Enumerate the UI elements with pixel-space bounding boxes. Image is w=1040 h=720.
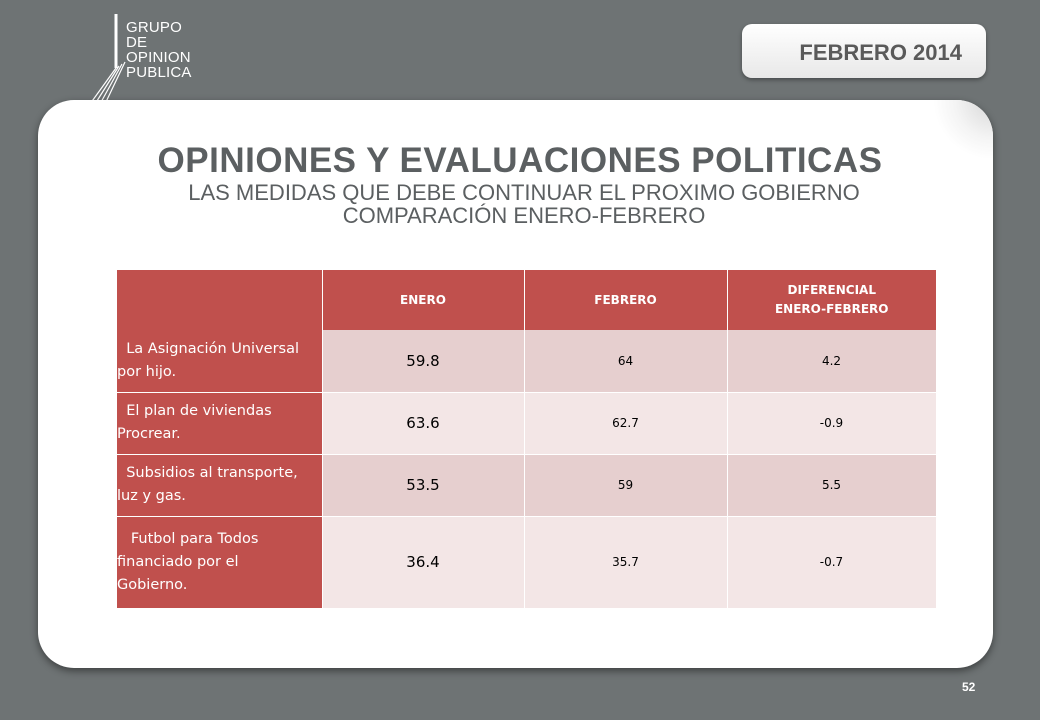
header-label <box>117 270 323 330</box>
logo-line-3: OPINION <box>126 49 191 66</box>
page-curl-decoration <box>933 100 993 160</box>
grupo-opinion-publica-logo: GRUPO DE OPINION PUBLICA <box>86 6 216 106</box>
logo-line-1: GRUPO <box>126 19 183 36</box>
date-tab: FEBRERO 2014 <box>742 24 986 78</box>
page-number: 52 <box>962 680 976 694</box>
cell-diferencial: 4.2 <box>727 330 937 393</box>
cell-diferencial: 5.5 <box>727 454 937 517</box>
cell-enero: 63.6 <box>322 392 525 455</box>
cell-febrero: 64 <box>524 330 728 393</box>
table-row: El plan de viviendas Procrear. 63.6 62.7… <box>117 392 937 455</box>
row-label-line: Futbol para Todos <box>117 530 259 547</box>
row-label: Futbol para Todos financiado por el Gobi… <box>117 516 323 609</box>
logo-mark-icon <box>89 14 126 105</box>
header-diferencial: DIFERENCIAL ENERO-FEBRERO <box>727 270 936 330</box>
row-label-line: La Asignación Universal <box>117 340 300 357</box>
cell-enero: 53.5 <box>322 454 525 517</box>
page-title: OPINIONES Y EVALUACIONES POLITICAS <box>157 141 883 180</box>
row-label-line: Procrear. <box>117 426 181 442</box>
cell-enero: 36.4 <box>322 516 525 609</box>
page-subtitle-line-2: COMPARACIÓN ENERO-FEBRERO <box>342 203 706 228</box>
cell-febrero: 35.7 <box>524 516 728 609</box>
row-label-line: Gobierno. <box>117 576 188 593</box>
date-label: FEBRERO 2014 <box>799 40 962 65</box>
cell-febrero: 62.7 <box>524 392 728 455</box>
logo-line-2: DE <box>126 34 148 51</box>
table-row: La Asignación Universal por hijo. 59.8 6… <box>117 330 937 393</box>
cell-diferencial: -0.7 <box>727 516 937 609</box>
cell-febrero: 59 <box>524 454 728 517</box>
row-label-line: financiado por el <box>117 553 239 570</box>
row-label: Subsidios al transporte, luz y gas. <box>117 454 323 517</box>
header-diferencial-line-1: DIFERENCIAL <box>787 283 876 297</box>
cell-diferencial: -0.9 <box>727 392 937 455</box>
logo-line-4: PUBLICA <box>126 64 192 81</box>
header-febrero: FEBRERO <box>524 270 728 330</box>
cell-enero: 59.8 <box>322 330 525 393</box>
table-row: Futbol para Todos financiado por el Gobi… <box>117 516 937 609</box>
row-label-line: El plan de viviendas <box>117 403 272 419</box>
row-label-line: Subsidios al transporte, <box>117 465 298 481</box>
row-label: El plan de viviendas Procrear. <box>117 392 323 455</box>
row-label-line: por hijo. <box>117 363 177 380</box>
row-label: La Asignación Universal por hijo. <box>117 330 323 393</box>
row-label-line: luz y gas. <box>117 488 186 504</box>
logo-text: GRUPO DE OPINION PUBLICA <box>126 20 192 80</box>
table-row: Subsidios al transporte, luz y gas. 53.5… <box>117 454 937 517</box>
comparison-table: ENERO FEBRERO DIFERENCIAL ENERO-FEBRERO … <box>117 270 937 609</box>
table-header-row: ENERO FEBRERO DIFERENCIAL ENERO-FEBRERO <box>117 270 936 330</box>
header-diferencial-line-2: ENERO-FEBRERO <box>774 302 889 316</box>
page-subtitle-line-1: LAS MEDIDAS QUE DEBE CONTINUAR EL PROXIM… <box>188 180 860 205</box>
header-enero: ENERO <box>322 270 525 330</box>
